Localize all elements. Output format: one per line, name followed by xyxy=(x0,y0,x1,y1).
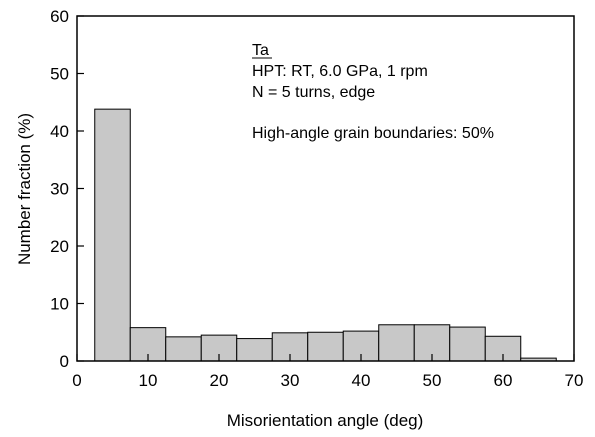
y-tick-label: 50 xyxy=(50,65,69,84)
annotation-hagb: High-angle grain boundaries: 50% xyxy=(252,125,494,142)
x-axis-ticks: 0 10 20 30 40 50 60 70 xyxy=(72,354,583,390)
annotation-processing: HPT: RT, 6.0 GPa, 1 rpm xyxy=(252,63,428,80)
y-tick-label: 10 xyxy=(50,295,69,314)
bars-group xyxy=(94,108,557,362)
y-axis-ticks: 0 10 20 30 40 50 60 xyxy=(50,7,84,371)
histogram-bar xyxy=(94,108,131,362)
y-axis-label: Number fraction (%) xyxy=(15,113,34,265)
histogram-bar xyxy=(236,338,273,362)
x-tick-label: 30 xyxy=(281,371,300,390)
y-tick-label: 60 xyxy=(50,7,69,26)
histogram-bar xyxy=(378,324,415,362)
x-tick-label: 60 xyxy=(494,371,513,390)
y-tick-label: 40 xyxy=(50,122,69,141)
x-tick-label: 10 xyxy=(139,371,158,390)
y-tick-label: 0 xyxy=(60,352,69,371)
annotation-turns: N = 5 turns, edge xyxy=(252,84,375,101)
x-tick-label: 20 xyxy=(210,371,229,390)
annotation-block: Ta HPT: RT, 6.0 GPa, 1 rpm N = 5 turns, … xyxy=(252,42,494,142)
annotation-material: Ta xyxy=(252,42,269,59)
histogram-bar xyxy=(449,326,486,362)
x-axis-label: Misorientation angle (deg) xyxy=(227,411,424,430)
x-tick-label: 40 xyxy=(352,371,371,390)
x-tick-label: 50 xyxy=(423,371,442,390)
y-tick-label: 20 xyxy=(50,237,69,256)
y-tick-label: 30 xyxy=(50,180,69,199)
x-tick-label: 0 xyxy=(72,371,81,390)
histogram-bar xyxy=(165,336,202,362)
histogram-bar xyxy=(307,331,344,362)
x-tick-label: 70 xyxy=(565,371,584,390)
